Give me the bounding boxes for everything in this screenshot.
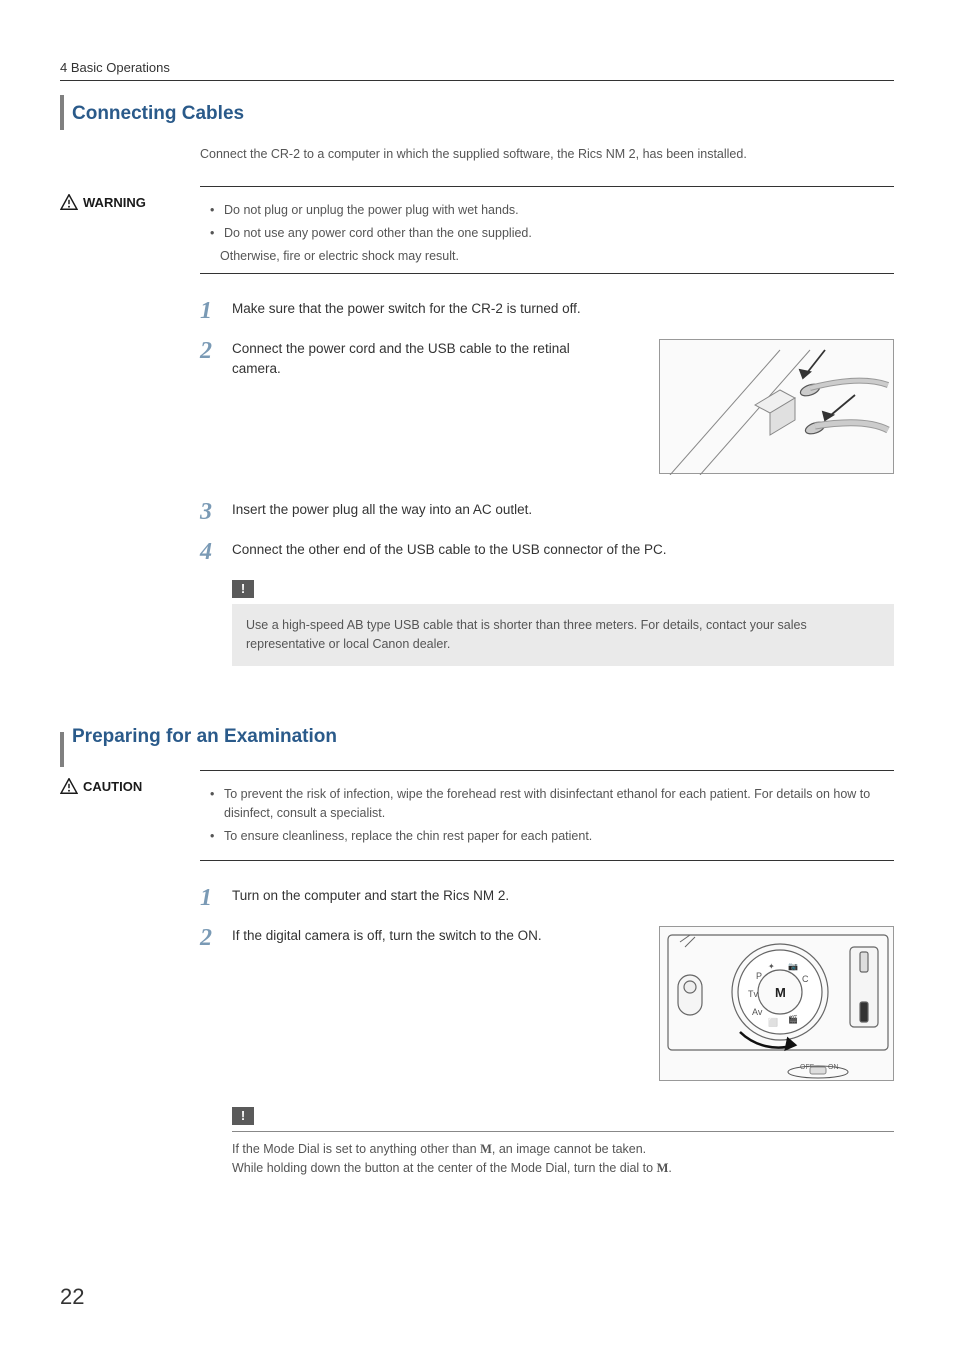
- step-text: Make sure that the power switch for the …: [232, 299, 894, 323]
- warning-block: WARNING Do not plug or unplug the power …: [200, 186, 894, 274]
- step-number: 4: [200, 540, 218, 564]
- important-icon: !: [232, 1107, 254, 1125]
- svg-text:Av: Av: [752, 1007, 763, 1017]
- svg-text:📷: 📷: [788, 962, 798, 971]
- warning-icon: [60, 194, 78, 210]
- important-icon: !: [232, 580, 254, 598]
- note-text: If the Mode Dial is set to anything othe…: [232, 1131, 894, 1191]
- warning-label: WARNING: [60, 194, 146, 210]
- step-3: 3 Insert the power plug all the way into…: [200, 500, 894, 524]
- caution-text: CAUTION: [83, 779, 142, 794]
- step-4: 4 Connect the other end of the USB cable…: [200, 540, 894, 564]
- step-2: 2 Connect the power cord and the USB cab…: [200, 339, 894, 484]
- chapter-header: 4 Basic Operations: [60, 60, 894, 81]
- warning-item: Do not use any power cord other than the…: [210, 224, 894, 243]
- m-mode-glyph: M: [480, 1142, 492, 1156]
- svg-text:P: P: [756, 971, 762, 981]
- step-1-b: 1 Turn on the computer and start the Ric…: [200, 886, 894, 910]
- caution-label: CAUTION: [60, 778, 142, 794]
- caution-block: CAUTION To prevent the risk of infection…: [200, 770, 894, 860]
- svg-text:C: C: [802, 974, 809, 984]
- m-mode-glyph: M: [657, 1161, 669, 1175]
- svg-text:Tv: Tv: [748, 989, 758, 999]
- step-text: Insert the power plug all the way into a…: [232, 500, 894, 524]
- warning-text: WARNING: [83, 195, 146, 210]
- step-text: Connect the other end of the USB cable t…: [232, 540, 894, 564]
- svg-text:🎬: 🎬: [788, 1014, 798, 1024]
- step-text: If the digital camera is off, turn the s…: [232, 926, 592, 1091]
- svg-text:M: M: [775, 985, 786, 1000]
- page-number: 22: [60, 1284, 84, 1310]
- section-rule: [60, 732, 64, 767]
- section-rule: [60, 95, 64, 130]
- note-block-mode-dial: ! If the Mode Dial is set to anything ot…: [232, 1107, 894, 1191]
- warning-item: Do not plug or unplug the power plug wit…: [210, 201, 894, 220]
- section-title-connecting-cables: Connecting Cables: [72, 103, 894, 125]
- step-1: 1 Make sure that the power switch for th…: [200, 299, 894, 323]
- caution-item: To ensure cleanliness, replace the chin …: [210, 827, 894, 846]
- camera-dial-illustration: ✦ 📷 C P Tv Av ⬜ 🎬 M OFF ON: [659, 926, 894, 1081]
- step-number: 3: [200, 500, 218, 524]
- section-title-preparing: Preparing for an Examination: [72, 726, 894, 748]
- intro-text: Connect the CR-2 to a computer in which …: [200, 147, 894, 161]
- cable-connection-illustration: [659, 339, 894, 474]
- step-number: 2: [200, 926, 218, 1091]
- step-2-b: 2 If the digital camera is off, turn the…: [200, 926, 894, 1091]
- step-number: 1: [200, 299, 218, 323]
- note-text: Use a high-speed AB type USB cable that …: [232, 604, 894, 667]
- step-text: Turn on the computer and start the Rics …: [232, 886, 894, 910]
- caution-icon: [60, 778, 78, 794]
- step-text: Connect the power cord and the USB cable…: [232, 339, 592, 484]
- svg-text:⬜: ⬜: [768, 1017, 778, 1027]
- note-block-usb: ! Use a high-speed AB type USB cable tha…: [232, 580, 894, 667]
- svg-text:✦: ✦: [768, 962, 775, 971]
- warning-footer: Otherwise, fire or electric shock may re…: [210, 249, 894, 263]
- caution-item: To prevent the risk of infection, wipe t…: [210, 785, 894, 823]
- step-number: 2: [200, 339, 218, 484]
- step-number: 1: [200, 886, 218, 910]
